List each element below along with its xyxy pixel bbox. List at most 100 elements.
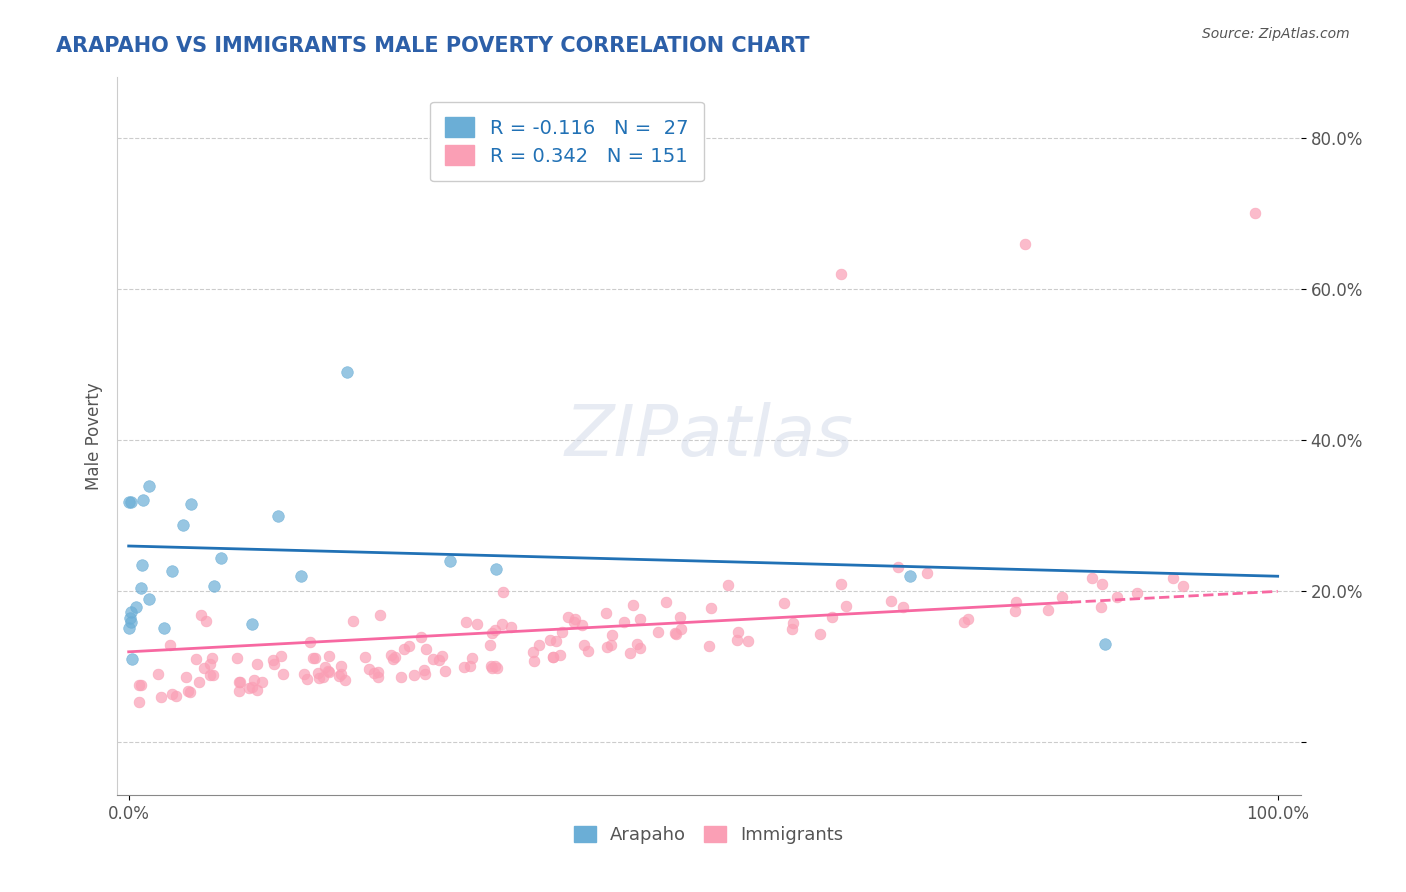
Point xyxy=(263,657,285,671)
Point xyxy=(384,649,406,664)
Point xyxy=(160,564,183,578)
Point xyxy=(202,579,225,593)
Point xyxy=(250,674,273,689)
Point xyxy=(194,614,217,628)
Point xyxy=(159,638,181,652)
Point xyxy=(717,577,740,591)
Point xyxy=(1081,571,1104,585)
Point xyxy=(422,652,444,666)
Point xyxy=(557,610,579,624)
Point xyxy=(773,597,796,611)
Point xyxy=(595,606,617,620)
Point xyxy=(120,605,142,619)
Point xyxy=(479,638,502,652)
Point xyxy=(336,365,359,379)
Point xyxy=(898,569,921,583)
Point xyxy=(240,680,263,694)
Point xyxy=(453,660,475,674)
Point xyxy=(628,640,651,655)
Point xyxy=(430,648,453,663)
Point xyxy=(129,581,152,595)
Point xyxy=(485,661,508,675)
Point xyxy=(461,651,484,665)
Point xyxy=(917,566,939,581)
Point xyxy=(240,616,263,631)
Point xyxy=(304,650,326,665)
Point xyxy=(484,623,506,637)
Point xyxy=(180,497,202,511)
Point xyxy=(596,640,619,654)
Point xyxy=(527,638,550,652)
Text: Source: ZipAtlas.com: Source: ZipAtlas.com xyxy=(1202,27,1350,41)
Point xyxy=(808,627,831,641)
Point xyxy=(330,658,353,673)
Point xyxy=(415,642,437,657)
Point xyxy=(138,592,160,607)
Point xyxy=(548,648,571,662)
Point xyxy=(118,621,141,635)
Point xyxy=(381,652,404,666)
Point xyxy=(576,644,599,658)
Point xyxy=(830,267,852,281)
Point xyxy=(1126,586,1149,600)
Point xyxy=(380,648,402,662)
Point xyxy=(328,668,350,682)
Point xyxy=(665,626,688,640)
Point xyxy=(725,633,748,648)
Point xyxy=(1161,571,1184,585)
Point xyxy=(398,639,420,653)
Point xyxy=(1004,595,1026,609)
Point xyxy=(737,634,759,648)
Point xyxy=(551,624,574,639)
Point xyxy=(198,667,221,681)
Point xyxy=(1173,579,1195,593)
Point xyxy=(201,668,224,682)
Point xyxy=(484,659,506,673)
Point xyxy=(1004,604,1026,618)
Point xyxy=(541,649,564,664)
Point xyxy=(413,663,436,677)
Point xyxy=(669,610,692,624)
Point xyxy=(1036,603,1059,617)
Point xyxy=(454,615,477,629)
Point xyxy=(118,495,141,509)
Point xyxy=(246,657,269,672)
Point xyxy=(485,562,508,576)
Point xyxy=(619,647,641,661)
Point xyxy=(246,682,269,697)
Point xyxy=(465,616,488,631)
Point xyxy=(228,683,250,698)
Point xyxy=(600,628,623,642)
Point xyxy=(664,625,686,640)
Point xyxy=(522,645,544,659)
Point xyxy=(891,599,914,614)
Point xyxy=(138,479,160,493)
Point xyxy=(655,594,678,608)
Point xyxy=(176,684,198,698)
Point xyxy=(727,625,749,640)
Point xyxy=(368,608,391,623)
Point xyxy=(647,625,669,640)
Point xyxy=(172,518,194,533)
Point xyxy=(318,665,340,680)
Point xyxy=(302,651,325,665)
Point xyxy=(131,558,153,573)
Point xyxy=(184,652,207,666)
Point xyxy=(1105,591,1128,605)
Point xyxy=(128,678,150,692)
Point xyxy=(1050,590,1073,604)
Point xyxy=(409,630,432,644)
Point xyxy=(1094,637,1116,651)
Point xyxy=(297,672,319,686)
Point xyxy=(128,695,150,709)
Point xyxy=(129,678,152,692)
Point xyxy=(120,611,142,625)
Point xyxy=(780,623,803,637)
Point xyxy=(669,622,692,636)
Point xyxy=(626,637,648,651)
Point xyxy=(367,665,389,680)
Point xyxy=(697,639,720,653)
Point xyxy=(434,664,457,678)
Point xyxy=(190,608,212,623)
Point xyxy=(290,569,312,583)
